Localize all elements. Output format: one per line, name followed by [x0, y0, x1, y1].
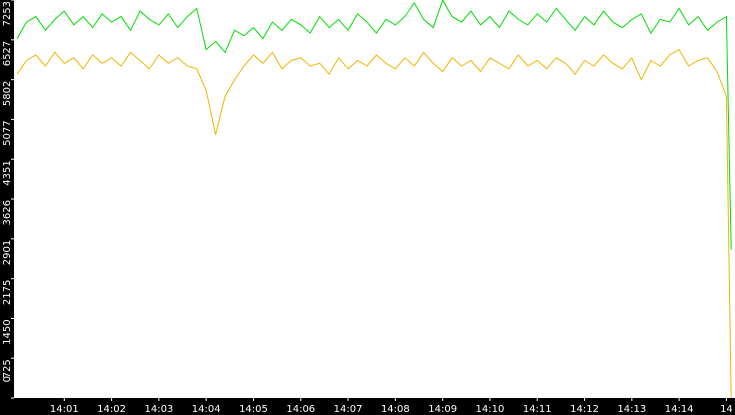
y-tick-label: 5802 [2, 81, 13, 106]
x-tick-label: 14:13 [617, 404, 646, 415]
x-tick-label: 14:11 [523, 404, 552, 415]
x-tick-label: 14:02 [97, 404, 126, 415]
y-tick-label: 7253 [2, 1, 13, 26]
y-tick-label: 0 [2, 376, 13, 382]
y-tick-label: 725 [2, 359, 13, 378]
x-tick-label: 14 [720, 404, 733, 415]
y-tick-label: 2901 [2, 240, 13, 265]
series-line [16, 0, 732, 250]
x-tick-label: 14:03 [144, 404, 173, 415]
x-tick-label: 14:04 [192, 404, 221, 415]
y-axis-strip [0, 0, 14, 415]
x-axis-strip [0, 398, 735, 415]
series-line [16, 48, 732, 399]
y-tick-label: 4351 [2, 160, 13, 185]
x-tick-label: 14:07 [334, 404, 363, 415]
x-tick-label: 14:01 [50, 404, 79, 415]
y-tick-label: 6527 [2, 41, 13, 66]
x-tick-label: 14:06 [286, 404, 315, 415]
y-tick-label: 3626 [2, 200, 13, 225]
x-tick-label: 14:14 [665, 404, 694, 415]
x-tick-label: 14:12 [570, 404, 599, 415]
y-tick-label: 1450 [2, 319, 13, 344]
x-tick-label: 14:05 [239, 404, 268, 415]
x-tick-label: 14:10 [476, 404, 505, 415]
y-tick-label: 5077 [2, 120, 13, 145]
y-tick-label: 2175 [2, 280, 13, 305]
x-tick-label: 14:09 [428, 404, 457, 415]
x-tick-label: 14:08 [381, 404, 410, 415]
